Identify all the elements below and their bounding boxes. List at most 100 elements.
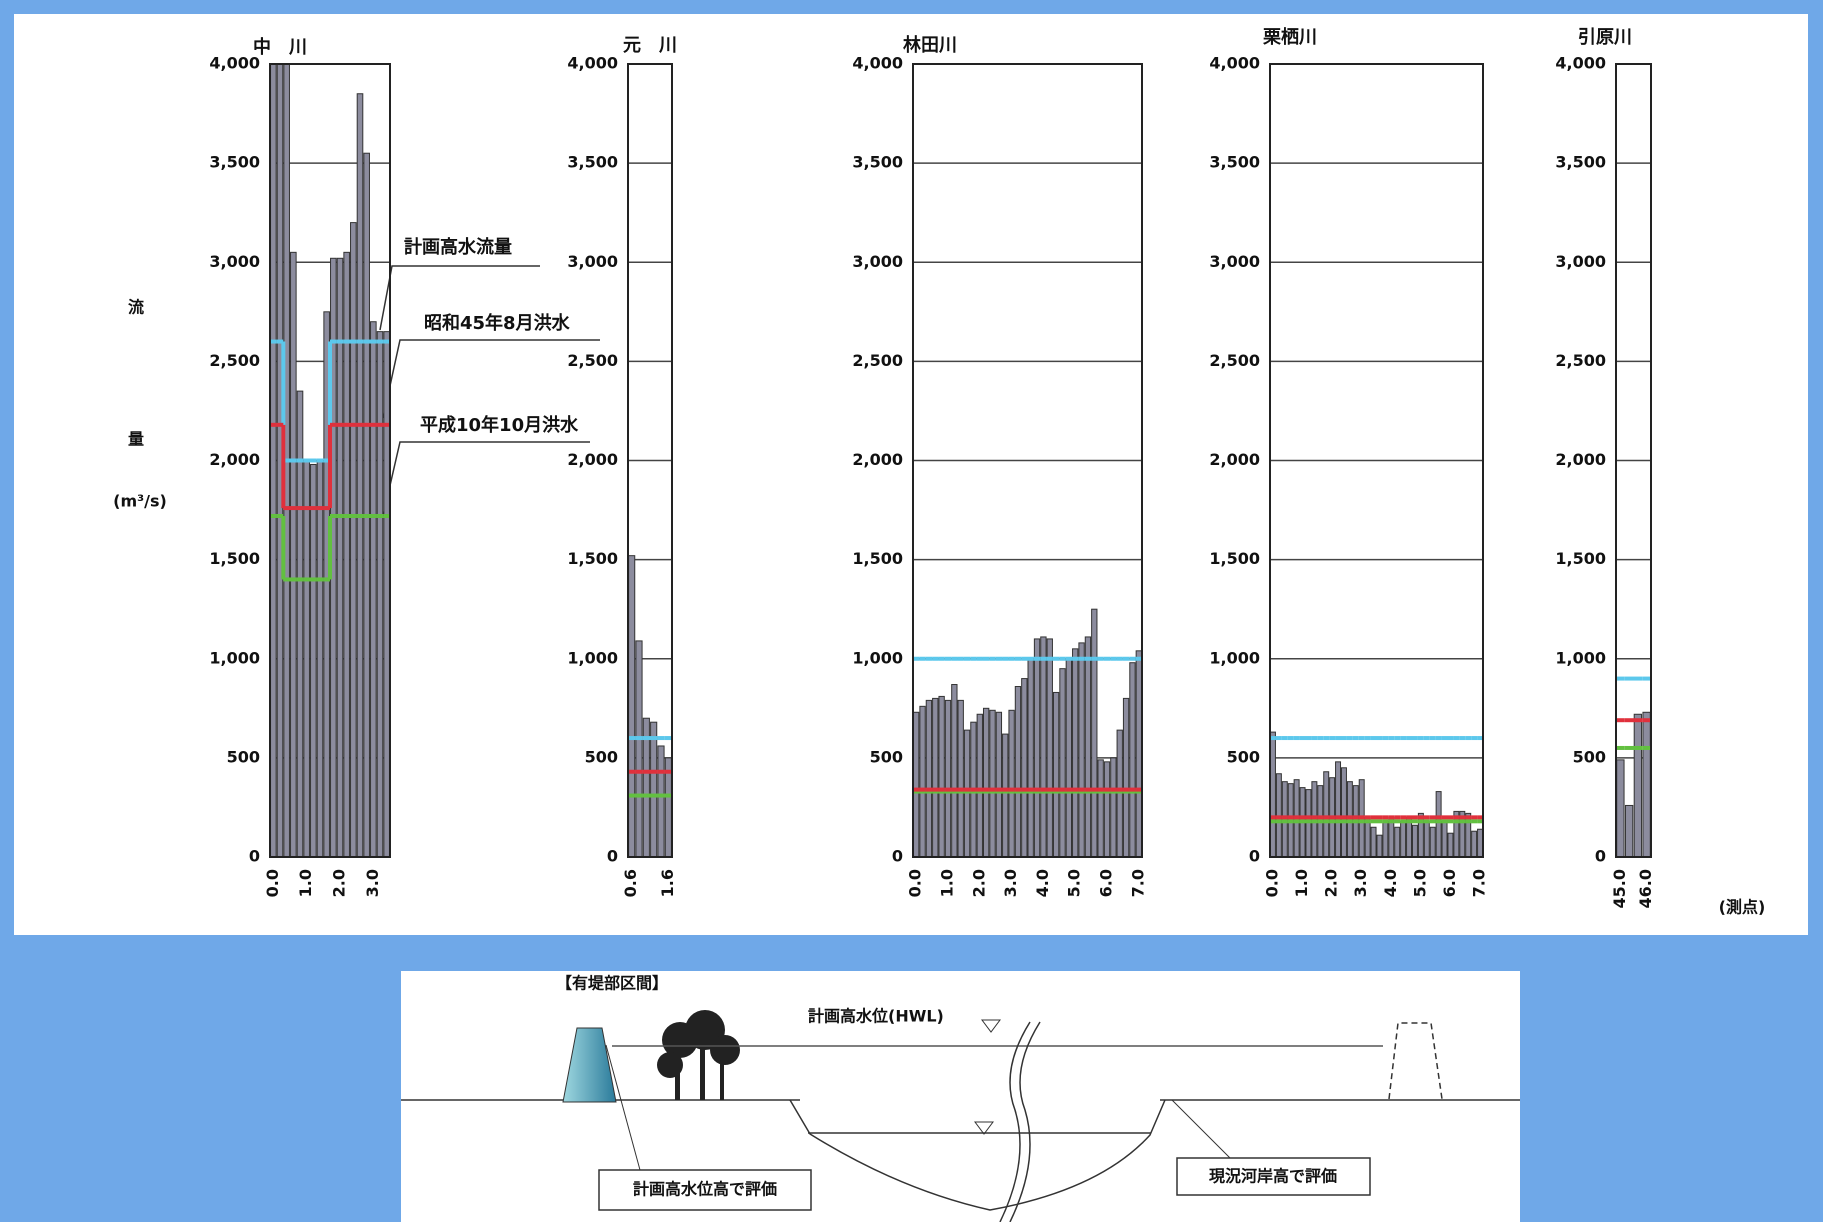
bar <box>1633 713 1643 858</box>
x-tick-label: 3.0 <box>1001 869 1020 897</box>
plot-frame <box>269 63 391 858</box>
bar <box>1323 771 1330 858</box>
bar <box>1394 826 1401 858</box>
x-tick-label: 3.0 <box>363 869 382 897</box>
bar <box>657 745 665 858</box>
y-tick-label: 2,500 <box>1555 351 1606 370</box>
hwl-label: 計画高水位(HWL) <box>808 1007 944 1026</box>
x-tick-label: 2.0 <box>1322 869 1341 897</box>
x-tick-label: 0.0 <box>263 869 282 897</box>
legend-label: 平成10年10月洪水 <box>420 414 579 436</box>
y-tick-label: 1,500 <box>1555 549 1606 568</box>
plot-frame <box>627 63 673 858</box>
bar <box>356 93 364 858</box>
y-tick-label: 4,000 <box>209 54 260 73</box>
x-tick-label: 2.0 <box>330 869 349 897</box>
bar <box>913 711 920 858</box>
x-tick-label: 1.6 <box>658 869 677 897</box>
bar <box>1110 757 1117 858</box>
levee <box>562 1027 617 1103</box>
bar <box>350 222 357 858</box>
x-tick-label: 1.0 <box>937 869 956 897</box>
chart-title: 林田川 <box>903 34 957 56</box>
bar <box>363 152 370 858</box>
y-axis-label: 量 <box>128 430 144 449</box>
y-tick-label: 2,500 <box>209 351 260 370</box>
x-tick-label: 1.0 <box>296 869 315 897</box>
pointer <box>605 1044 641 1171</box>
y-tick-label: 3,000 <box>209 252 260 271</box>
water-mark <box>974 1121 994 1135</box>
y-tick-label: 1,000 <box>567 648 618 667</box>
bar <box>1008 709 1015 858</box>
bar <box>1052 691 1060 858</box>
bar <box>1471 830 1478 858</box>
bar <box>1135 650 1142 858</box>
y-tick-label: 1,500 <box>1209 549 1260 568</box>
bar <box>932 697 939 858</box>
bar <box>995 711 1003 858</box>
y-tick-label: 3,000 <box>567 252 618 271</box>
bar <box>1072 648 1079 858</box>
bar <box>976 713 983 858</box>
bar <box>336 257 344 858</box>
y-tick-label: 2,000 <box>1555 450 1606 469</box>
bar <box>1078 642 1085 858</box>
x-tick-label: 2.0 <box>969 869 988 897</box>
y-tick-label: 4,000 <box>1209 54 1260 73</box>
bar <box>919 705 926 858</box>
y-tick-label: 500 <box>870 747 903 766</box>
bar <box>310 463 317 858</box>
bar <box>1084 636 1092 858</box>
bar <box>1122 697 1130 858</box>
y-tick-label: 1,000 <box>1555 648 1606 667</box>
x-tick-label: 3.0 <box>1351 869 1370 897</box>
water-mark <box>981 1019 1001 1033</box>
box-label: 計画高水位高で評価 <box>633 1180 777 1199</box>
y-tick-label: 3,000 <box>852 252 903 271</box>
legend-label: 計画高水流量 <box>404 236 512 258</box>
y-tick-label: 3,500 <box>567 153 618 172</box>
x-tick-label: 5.0 <box>1410 869 1429 897</box>
label-box <box>1176 1157 1371 1196</box>
trees <box>657 1010 740 1100</box>
bar <box>1447 832 1454 858</box>
y-tick-label: 0 <box>892 847 903 866</box>
bar <box>1046 638 1053 858</box>
bar <box>1014 686 1022 858</box>
y-tick-label: 1,000 <box>1209 648 1260 667</box>
y-axis-label: 流 <box>128 298 144 317</box>
bar <box>1021 678 1028 858</box>
bar <box>1624 804 1634 858</box>
planned-levee <box>1388 1022 1443 1100</box>
bar <box>982 707 990 858</box>
bar <box>1429 826 1436 858</box>
bar <box>1376 834 1383 858</box>
chart-title: 引原川 <box>1578 27 1632 48</box>
label-box <box>598 1169 812 1211</box>
chart-title: 元 川 <box>623 35 677 56</box>
bar <box>1411 824 1418 858</box>
y-tick-label: 1,500 <box>567 549 618 568</box>
bar <box>1033 638 1041 858</box>
y-tick-label: 3,500 <box>1209 153 1260 172</box>
y-tick-label: 1,500 <box>209 549 260 568</box>
bar <box>1129 662 1136 858</box>
bar <box>1269 731 1276 858</box>
y-tick-label: 0 <box>607 847 618 866</box>
x-tick-label: 4.0 <box>1381 869 1400 897</box>
bar <box>1616 759 1625 858</box>
bar <box>1382 820 1389 858</box>
bar <box>1370 826 1377 858</box>
plot-frame <box>912 63 1143 858</box>
y-tick-label: 3,000 <box>1209 252 1260 271</box>
y-tick-label: 2,000 <box>1209 450 1260 469</box>
x-tick-label: 5.0 <box>1065 869 1084 897</box>
bar <box>370 321 377 858</box>
bar <box>1335 761 1342 858</box>
bar <box>628 555 636 858</box>
y-tick-label: 4,000 <box>852 54 903 73</box>
x-tick-label: 0.6 <box>621 869 640 897</box>
x-tick-label: 0.0 <box>906 869 925 897</box>
